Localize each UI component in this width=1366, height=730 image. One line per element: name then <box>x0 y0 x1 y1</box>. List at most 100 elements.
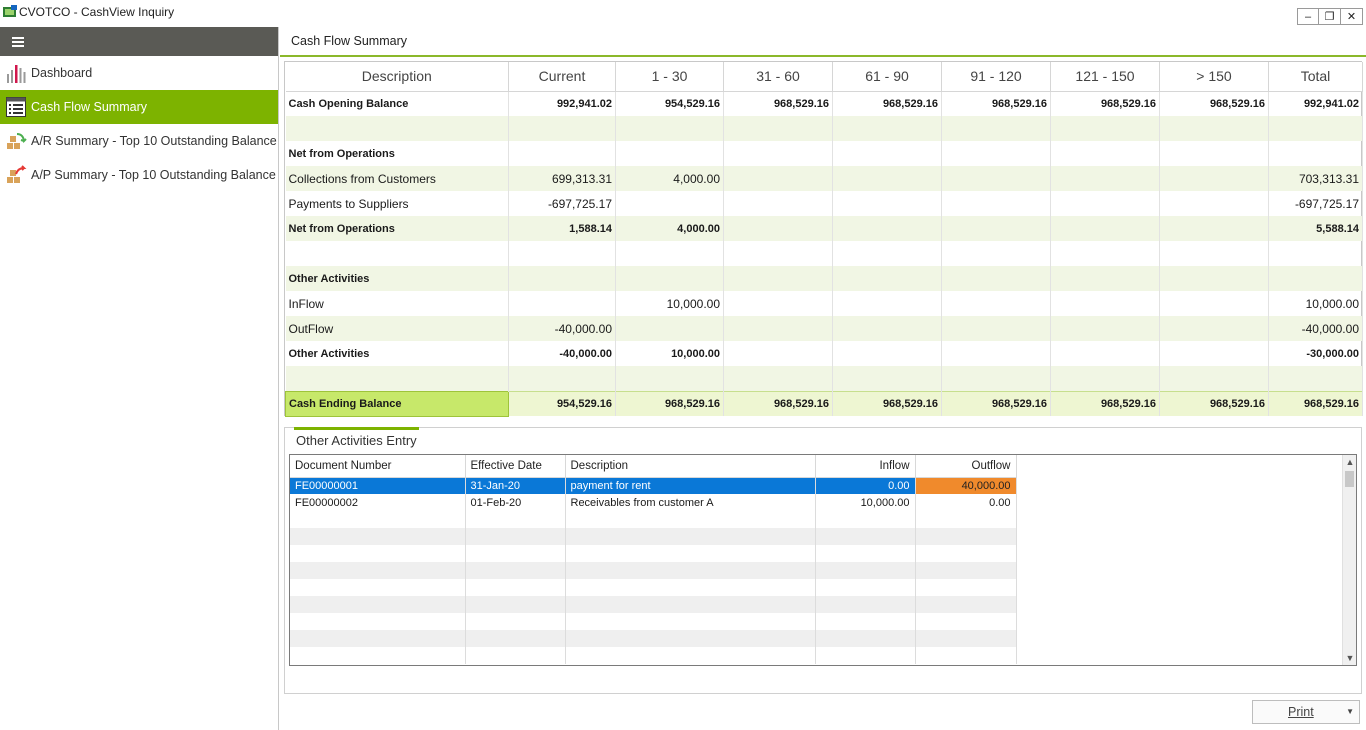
amount-cell: -697,725.17 <box>508 191 616 216</box>
amount-cell <box>1159 316 1269 341</box>
amount-cell <box>723 341 833 366</box>
empty-cell <box>565 528 816 545</box>
grid-cell[interactable]: Receivables from customer A <box>565 494 816 511</box>
grid-column-header[interactable]: Inflow <box>815 455 916 478</box>
row-description: Cash Ending Balance <box>285 390 509 417</box>
amount-cell <box>941 316 1051 341</box>
amount-cell <box>941 191 1051 216</box>
scroll-down-icon[interactable]: ▼ <box>1345 653 1355 663</box>
column-header: 91 - 120 <box>941 62 1051 92</box>
amount-cell: 5,588.14 <box>1268 216 1363 241</box>
empty-row <box>290 562 1017 579</box>
amount-cell <box>723 366 833 391</box>
grid-cell[interactable]: 40,000.00 <box>915 477 1017 494</box>
scrollbar-thumb[interactable] <box>1345 471 1354 487</box>
summary-row <box>285 366 1363 391</box>
summary-row: Cash Ending Balance 954,529.16 968,529.16 9… <box>285 390 1363 417</box>
empty-cell <box>815 630 916 647</box>
boxes-green-arrow-icon <box>5 130 27 152</box>
amount-cell <box>615 191 724 216</box>
scroll-up-icon[interactable]: ▲ <box>1345 457 1355 467</box>
amount-cell: 10,000.00 <box>615 341 724 366</box>
amount-cell <box>1050 241 1160 266</box>
amount-cell <box>1050 341 1160 366</box>
chevron-down-icon[interactable]: ▼ <box>1346 707 1354 716</box>
amount-cell: 968,529.16 <box>1159 91 1269 116</box>
grid-column-header[interactable]: Outflow <box>915 455 1017 478</box>
amount-cell: -40,000.00 <box>508 341 616 366</box>
table-row[interactable]: FE00000001 31-Jan-20 payment for rent 0.00 4… <box>290 477 1017 494</box>
amount-cell <box>1268 116 1363 141</box>
amount-cell <box>1159 291 1269 316</box>
amount-cell <box>723 291 833 316</box>
empty-cell <box>915 579 1017 596</box>
amount-cell <box>508 266 616 291</box>
summary-row: Payments to Suppliers -697,725.17 -697,725… <box>285 191 1363 216</box>
grid-column-header[interactable]: Document Number <box>290 455 466 478</box>
summary-row: Net from Operations <box>285 141 1363 166</box>
amount-cell <box>723 141 833 166</box>
amount-cell <box>832 166 942 191</box>
hamburger-menu-icon[interactable] <box>12 36 24 47</box>
amount-cell <box>832 291 942 316</box>
column-header: Description <box>285 62 509 92</box>
amount-cell <box>508 116 616 141</box>
empty-cell <box>815 613 916 630</box>
grid-cell[interactable]: 0.00 <box>815 477 916 494</box>
summary-row: OutFlow -40,000.00 -40,000.00 <box>285 316 1363 341</box>
amount-cell <box>723 316 833 341</box>
empty-cell <box>815 596 916 613</box>
empty-cell <box>465 511 566 528</box>
empty-cell <box>465 528 566 545</box>
amount-cell: 10,000.00 <box>1268 291 1363 316</box>
empty-cell <box>290 579 466 596</box>
grid-cell[interactable]: 10,000.00 <box>815 494 916 511</box>
empty-cell <box>565 647 816 664</box>
row-description <box>285 241 509 266</box>
window-controls: – ❐ ✕ <box>1297 8 1363 25</box>
row-description: InFlow <box>285 291 509 316</box>
empty-row <box>290 545 1017 562</box>
grid-cell[interactable]: FE00000001 <box>290 477 466 494</box>
amount-cell <box>1159 266 1269 291</box>
row-description: OutFlow <box>285 316 509 341</box>
amount-cell: 968,529.16 <box>615 390 724 416</box>
amount-cell <box>1159 141 1269 166</box>
amount-cell: 968,529.16 <box>723 91 833 116</box>
row-description <box>285 116 509 141</box>
grid-cell[interactable]: 01-Feb-20 <box>465 494 566 511</box>
row-description: Payments to Suppliers <box>285 191 509 216</box>
restore-button[interactable]: ❐ <box>1319 8 1341 25</box>
empty-cell <box>565 545 816 562</box>
page-title: Cash Flow Summary <box>280 27 1366 57</box>
amount-cell <box>615 141 724 166</box>
grid-cell[interactable]: FE00000002 <box>290 494 466 511</box>
minimize-button[interactable]: – <box>1297 8 1319 25</box>
amount-cell <box>941 291 1051 316</box>
sidebar-item-label: A/R Summary - Top 10 Outstanding Balance <box>31 134 277 148</box>
other-activities-entry-panel: Other Activities Entry Document Number Ef… <box>284 427 1362 694</box>
grid-cell[interactable]: 0.00 <box>915 494 1017 511</box>
amount-cell: 968,529.16 <box>832 91 942 116</box>
summary-row: Other Activities <box>285 266 1363 291</box>
entry-grid-scrollbar[interactable]: ▲ ▼ <box>1342 455 1356 665</box>
print-button[interactable]: Print ▼ <box>1252 700 1360 724</box>
grid-column-header[interactable]: Description <box>565 455 816 478</box>
close-button[interactable]: ✕ <box>1341 8 1363 25</box>
amount-cell <box>723 216 833 241</box>
column-header: Current <box>508 62 616 92</box>
amount-cell <box>941 216 1051 241</box>
column-header: > 150 <box>1159 62 1269 92</box>
sidebar-item-ar-summary[interactable]: A/R Summary - Top 10 Outstanding Balance <box>0 124 278 158</box>
table-row[interactable]: FE00000002 01-Feb-20 Receivables from cust… <box>290 494 1017 511</box>
grid-cell[interactable]: 31-Jan-20 <box>465 477 566 494</box>
grid-column-header[interactable]: Effective Date <box>465 455 566 478</box>
empty-cell <box>915 528 1017 545</box>
amount-cell: 968,529.16 <box>1268 390 1363 416</box>
sidebar-item-ap-summary[interactable]: A/P Summary - Top 10 Outstanding Balance <box>0 158 278 192</box>
amount-cell <box>1050 191 1160 216</box>
sidebar-item-cash-flow-summary[interactable]: Cash Flow Summary <box>0 90 278 124</box>
grid-cell[interactable]: payment for rent <box>565 477 816 494</box>
sidebar-item-dashboard[interactable]: Dashboard <box>0 56 278 90</box>
empty-cell <box>915 545 1017 562</box>
